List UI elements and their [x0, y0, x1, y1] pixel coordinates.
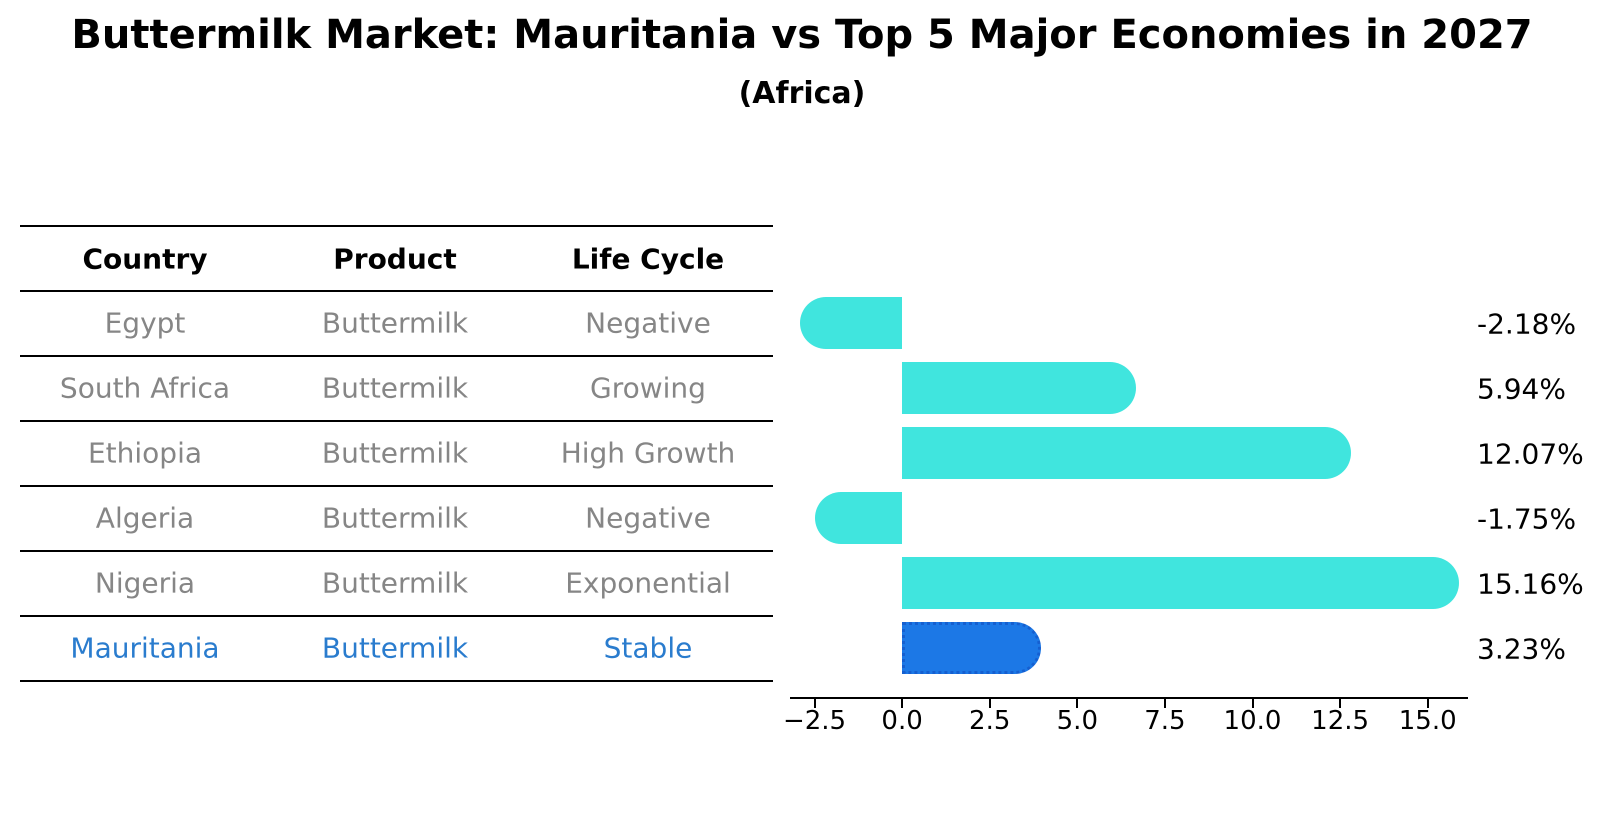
- table-header-life-cycle: Life Cycle: [571, 242, 725, 275]
- table-cell-life-cycle: Growing: [590, 371, 706, 404]
- table-cell-product: Buttermilk: [321, 631, 469, 664]
- x-tick-label: 5.0: [1056, 706, 1098, 736]
- table-cell-product: Buttermilk: [321, 436, 469, 469]
- x-tick: [813, 699, 816, 708]
- table-cell-product: Buttermilk: [321, 566, 469, 599]
- table-cell-life-cycle: Stable: [603, 631, 693, 664]
- table-cell-product: Buttermilk: [321, 501, 469, 534]
- table-cell-country: Mauritania: [70, 631, 220, 664]
- x-tick-label: 10.0: [1223, 706, 1282, 736]
- bar-value-label: 12.07%: [1477, 437, 1584, 470]
- table-rule: [20, 485, 773, 487]
- table-cell-country: Algeria: [95, 501, 195, 534]
- bar-algeria: [814, 491, 903, 544]
- x-tick-label: 7.5: [1144, 706, 1186, 736]
- x-tick-label: 0.0: [881, 706, 923, 736]
- table-rule: [20, 355, 773, 357]
- table-rule: [20, 615, 773, 617]
- chart-title: Buttermilk Market: Mauritania vs Top 5 M…: [71, 12, 1533, 58]
- table-rule: [20, 550, 773, 552]
- table-cell-life-cycle: Negative: [585, 501, 711, 534]
- table-rule: [20, 290, 773, 292]
- table-cell-country: Ethiopia: [87, 436, 203, 469]
- table-rule: [20, 680, 773, 682]
- bar-value-label: 5.94%: [1477, 372, 1566, 405]
- x-axis-line: [790, 697, 1468, 699]
- table-cell-country: Nigeria: [94, 566, 196, 599]
- bar-value-label: 15.16%: [1477, 567, 1584, 600]
- x-tick: [1163, 699, 1166, 708]
- table-cell-product: Buttermilk: [321, 371, 469, 404]
- x-tick: [1076, 699, 1079, 708]
- bar-south-africa: [902, 361, 1137, 414]
- table-cell-life-cycle: High Growth: [560, 436, 736, 469]
- table-cell-life-cycle: Exponential: [565, 566, 731, 599]
- table-rule: [20, 225, 773, 227]
- bar-egypt: [799, 296, 903, 349]
- bar-value-label: 3.23%: [1477, 632, 1566, 665]
- table-cell-country: South Africa: [59, 371, 231, 404]
- chart-subtitle: (Africa): [738, 76, 866, 111]
- table-header-product: Product: [333, 242, 457, 275]
- bar-value-label: -2.18%: [1477, 307, 1577, 340]
- x-tick: [1339, 699, 1342, 708]
- x-tick-label: 2.5: [969, 706, 1011, 736]
- x-tick: [901, 699, 904, 708]
- bar-mauritania: [902, 621, 1042, 674]
- table-header-country: Country: [82, 242, 208, 275]
- table-cell-life-cycle: Negative: [585, 306, 711, 339]
- bar-ethiopia: [902, 426, 1352, 479]
- x-tick-label: −2.5: [782, 706, 847, 736]
- x-tick: [988, 699, 991, 708]
- x-tick-label: 12.5: [1311, 706, 1370, 736]
- table-cell-country: Egypt: [104, 306, 186, 339]
- bar-nigeria: [902, 556, 1460, 609]
- x-tick-label: 15.0: [1398, 706, 1457, 736]
- bar-value-label: -1.75%: [1477, 502, 1577, 535]
- table-cell-product: Buttermilk: [321, 306, 469, 339]
- table-rule: [20, 420, 773, 422]
- x-tick: [1251, 699, 1254, 708]
- x-tick: [1426, 699, 1429, 708]
